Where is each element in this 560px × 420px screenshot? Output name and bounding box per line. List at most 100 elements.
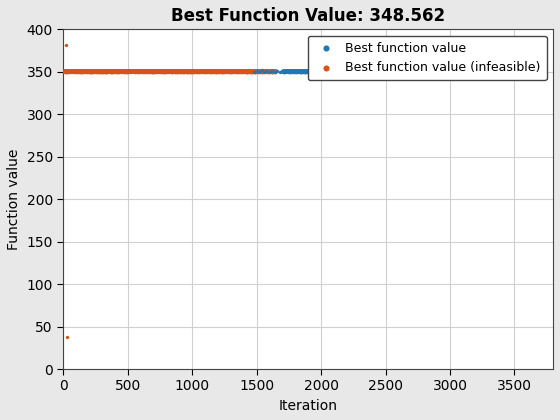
Best function value xyxy=(433,68,442,75)
Best function value (infeasible) xyxy=(114,68,123,75)
Best function value (infeasible) xyxy=(119,68,128,75)
Best function value (infeasible) xyxy=(104,68,113,75)
Best function value xyxy=(333,68,342,74)
Best function value (infeasible) xyxy=(137,68,146,75)
Best function value (infeasible) xyxy=(120,68,129,75)
Best function value xyxy=(332,68,341,75)
Best function value (infeasible) xyxy=(152,68,161,75)
Best function value (infeasible) xyxy=(269,68,278,75)
Best function value xyxy=(524,68,533,75)
Best function value xyxy=(316,68,325,75)
Best function value (infeasible) xyxy=(137,68,146,74)
Best function value xyxy=(360,68,368,75)
Best function value (infeasible) xyxy=(210,68,219,75)
Best function value (infeasible) xyxy=(116,68,125,75)
Best function value (infeasible) xyxy=(146,68,155,75)
Best function value (infeasible) xyxy=(68,68,77,75)
Best function value xyxy=(478,68,487,75)
Best function value xyxy=(427,68,436,75)
Best function value (infeasible) xyxy=(93,68,102,75)
Best function value (infeasible) xyxy=(150,68,158,75)
Best function value xyxy=(534,68,543,75)
Best function value (infeasible) xyxy=(175,68,184,75)
Best function value xyxy=(334,68,343,74)
Best function value (infeasible) xyxy=(245,68,254,75)
Best function value xyxy=(281,68,290,75)
Best function value (infeasible) xyxy=(242,68,251,75)
Best function value (infeasible) xyxy=(202,68,211,75)
Best function value (infeasible) xyxy=(234,68,243,75)
Best function value xyxy=(410,68,419,74)
Best function value (infeasible) xyxy=(123,68,132,75)
Best function value (infeasible) xyxy=(209,68,218,75)
Best function value (infeasible) xyxy=(105,68,114,75)
Best function value xyxy=(480,68,489,75)
Best function value (infeasible) xyxy=(120,68,129,75)
Best function value (infeasible) xyxy=(94,68,102,74)
Best function value xyxy=(296,68,305,75)
Best function value (infeasible) xyxy=(100,68,109,75)
Best function value xyxy=(432,68,441,75)
Best function value (infeasible) xyxy=(172,68,181,75)
Best function value xyxy=(380,68,389,75)
Best function value xyxy=(521,68,530,75)
Best function value (infeasible) xyxy=(253,68,262,75)
Best function value (infeasible) xyxy=(231,68,240,75)
Best function value xyxy=(294,68,303,74)
Best function value xyxy=(388,68,397,74)
Best function value (infeasible) xyxy=(255,68,264,74)
Best function value xyxy=(252,68,261,74)
Best function value (infeasible) xyxy=(140,68,149,75)
Best function value xyxy=(534,68,543,75)
Best function value (infeasible) xyxy=(264,68,273,74)
Best function value xyxy=(312,68,321,75)
Best function value xyxy=(380,68,389,75)
Best function value xyxy=(445,68,454,75)
Best function value (infeasible) xyxy=(166,68,175,75)
Best function value xyxy=(405,68,414,75)
Best function value (infeasible) xyxy=(119,68,128,75)
Best function value xyxy=(433,68,442,75)
Best function value xyxy=(313,68,322,75)
Best function value (infeasible) xyxy=(95,68,104,75)
Best function value xyxy=(293,68,302,75)
Best function value (infeasible) xyxy=(234,68,242,75)
Best function value xyxy=(340,68,349,75)
Best function value (infeasible) xyxy=(227,68,236,75)
Best function value (infeasible) xyxy=(206,68,215,75)
Best function value xyxy=(468,68,477,75)
Best function value (infeasible) xyxy=(88,68,97,75)
Best function value (infeasible) xyxy=(103,68,112,75)
Best function value (infeasible) xyxy=(193,68,202,75)
Best function value xyxy=(353,68,362,75)
Best function value (infeasible) xyxy=(217,68,226,75)
Best function value (infeasible) xyxy=(138,68,147,75)
Best function value xyxy=(332,68,340,74)
Best function value (infeasible) xyxy=(142,68,151,75)
Best function value (infeasible) xyxy=(106,68,115,75)
Best function value xyxy=(507,68,516,74)
Best function value xyxy=(453,68,462,74)
Best function value xyxy=(516,68,525,75)
Best function value xyxy=(482,68,491,74)
Best function value xyxy=(404,68,413,74)
Best function value (infeasible) xyxy=(220,68,228,75)
Best function value (infeasible) xyxy=(197,68,206,75)
Best function value (infeasible) xyxy=(248,68,257,74)
Best function value xyxy=(342,68,351,75)
Best function value xyxy=(475,68,484,75)
Best function value xyxy=(374,68,382,74)
Best function value xyxy=(279,68,288,75)
Best function value (infeasible) xyxy=(111,68,120,75)
Best function value xyxy=(329,68,338,75)
Best function value xyxy=(359,68,368,75)
Best function value (infeasible) xyxy=(170,68,179,75)
Best function value xyxy=(313,68,322,75)
Best function value xyxy=(430,68,439,75)
Best function value (infeasible) xyxy=(133,68,142,74)
Best function value (infeasible) xyxy=(195,68,204,75)
Best function value (infeasible) xyxy=(214,68,223,75)
Best function value xyxy=(418,68,427,75)
Best function value (infeasible) xyxy=(202,68,211,75)
Best function value xyxy=(470,68,479,74)
